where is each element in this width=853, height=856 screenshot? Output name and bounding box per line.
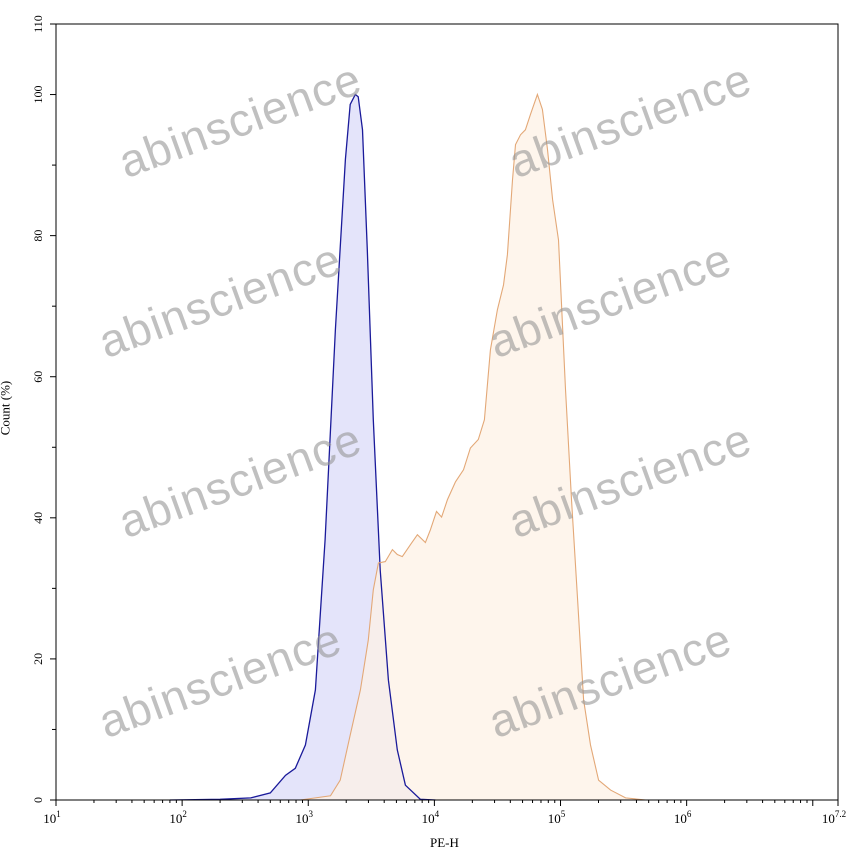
y-axis-label: Count (%)	[0, 380, 13, 436]
series-2-fill	[300, 94, 646, 800]
plot-frame	[55, 23, 839, 801]
x-tick-label: 102	[169, 809, 187, 826]
y-tick-label: 80	[31, 230, 45, 242]
x-tick-label: 101	[43, 809, 61, 826]
y-tick-label: 0	[31, 797, 45, 803]
x-tick-label: 103	[296, 809, 314, 826]
x-tick-label: 107.2	[822, 809, 846, 826]
y-tick-label: 60	[31, 371, 45, 383]
y-tick-label: 100	[31, 86, 45, 104]
x-tick-label: 104	[422, 809, 440, 826]
series-1-line	[169, 93, 436, 801]
y-tick-label: 40	[31, 512, 45, 524]
y-tick-label: 110	[31, 15, 45, 33]
series-1-fill	[169, 94, 436, 800]
x-tick-label: 105	[548, 809, 566, 826]
x-axis-label: PE-H	[430, 835, 459, 850]
y-tick-label: 20	[31, 653, 45, 665]
series-2-line	[300, 92, 646, 801]
x-tick-label: 106	[674, 809, 692, 826]
